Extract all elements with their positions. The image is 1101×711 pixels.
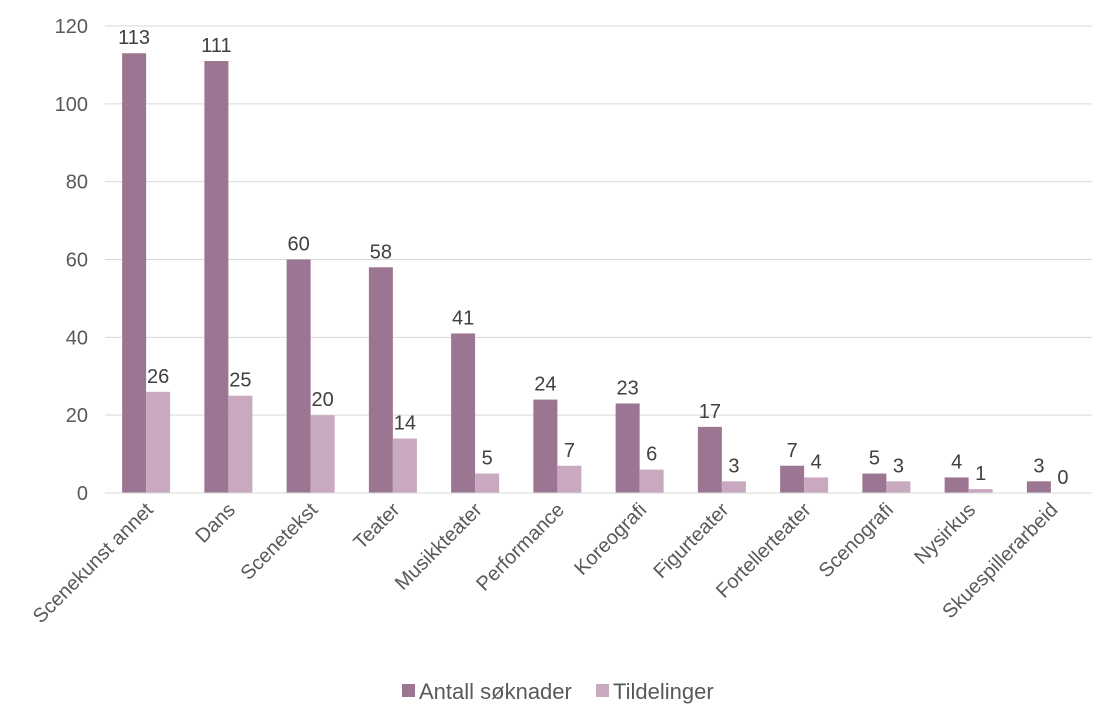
category-label: Dans <box>191 499 240 548</box>
bar-applications <box>1026 481 1051 493</box>
y-axis-ticks: 0 20 40 60 80 100 120 <box>55 16 88 505</box>
legend-swatch <box>402 684 415 697</box>
bar-grants <box>392 438 417 493</box>
legend-label: Antall søknader <box>419 679 572 704</box>
legend: Antall søknader Tildelinger <box>402 679 714 704</box>
bar-applications <box>533 399 558 493</box>
data-label: 3 <box>1033 455 1044 477</box>
data-label: 7 <box>787 440 798 462</box>
data-label: 5 <box>869 448 880 470</box>
data-label: 5 <box>482 448 493 470</box>
bar-grants <box>310 415 335 493</box>
bar-grants <box>557 465 582 493</box>
bar-grants <box>639 469 664 493</box>
bar-grants <box>968 489 993 493</box>
category-label: Scenetekst <box>237 499 323 585</box>
data-label: 25 <box>229 370 251 392</box>
data-label: 3 <box>893 455 904 477</box>
data-label: 111 <box>201 35 231 57</box>
bar-applications <box>615 403 640 493</box>
bar-grants <box>721 481 746 493</box>
y-tick-label: 20 <box>66 405 88 427</box>
data-label: 60 <box>288 234 310 256</box>
bar-grants <box>804 477 829 493</box>
category-label: Performance <box>472 499 569 596</box>
bar-grants <box>228 395 253 493</box>
data-label: 7 <box>564 440 575 462</box>
data-label: 14 <box>394 413 416 435</box>
bar-grants <box>146 391 171 493</box>
y-tick-label: 100 <box>55 94 88 116</box>
data-label: 17 <box>699 401 721 423</box>
data-label: 23 <box>617 377 639 399</box>
category-label: Scenografi <box>815 499 898 582</box>
bar-applications <box>862 473 887 493</box>
category-label: Koreografi <box>570 499 651 580</box>
gridlines <box>105 25 1092 416</box>
bar-grants <box>475 473 500 493</box>
y-tick-label: 120 <box>55 16 88 38</box>
bars <box>122 53 1051 494</box>
legend-swatch <box>596 684 609 697</box>
y-tick-label: 40 <box>66 327 88 349</box>
bar-applications <box>697 426 722 493</box>
bar-applications <box>122 53 147 493</box>
category-label: Teater <box>350 499 405 554</box>
category-label: Scenekunst annet <box>29 499 158 628</box>
bar-applications <box>286 259 311 493</box>
data-label: 4 <box>811 451 822 473</box>
bar-applications <box>451 333 476 493</box>
category-label: Figurteater <box>649 499 733 583</box>
data-label: 6 <box>646 444 657 466</box>
data-label: 4 <box>951 451 962 473</box>
bar-applications <box>204 61 229 494</box>
bar-applications <box>780 465 805 493</box>
data-label: 24 <box>534 374 556 396</box>
bar-applications <box>368 267 393 493</box>
data-label: 58 <box>370 241 392 263</box>
category-label: Nysirkus <box>910 499 980 569</box>
data-label: 20 <box>312 389 334 411</box>
bar-applications <box>944 477 969 493</box>
data-label: 1 <box>975 463 986 485</box>
y-tick-label: 60 <box>66 250 88 272</box>
y-tick-label: 0 <box>77 483 88 505</box>
bar-grants <box>886 481 911 493</box>
legend-label: Tildelinger <box>613 679 714 704</box>
data-label: 41 <box>452 307 474 329</box>
y-tick-label: 80 <box>66 172 88 194</box>
data-label: 26 <box>147 366 169 388</box>
data-label: 3 <box>728 455 739 477</box>
data-label: 0 <box>1057 467 1068 489</box>
data-label: 113 <box>118 27 150 49</box>
